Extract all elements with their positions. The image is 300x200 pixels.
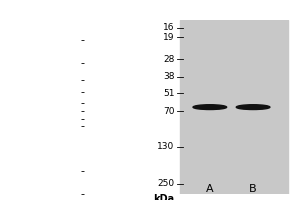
Text: 16: 16: [163, 23, 174, 32]
Ellipse shape: [193, 105, 226, 110]
Text: B: B: [249, 184, 257, 194]
Text: 38: 38: [163, 72, 174, 81]
Text: 19: 19: [163, 33, 174, 42]
Text: 130: 130: [157, 142, 174, 151]
Text: 28: 28: [163, 55, 174, 64]
Text: A: A: [206, 184, 214, 194]
Text: kDa: kDa: [153, 194, 174, 200]
Ellipse shape: [236, 105, 270, 110]
Text: 51: 51: [163, 89, 174, 98]
Text: 250: 250: [157, 179, 174, 188]
Bar: [179, 20, 288, 194]
Text: 70: 70: [163, 107, 174, 116]
